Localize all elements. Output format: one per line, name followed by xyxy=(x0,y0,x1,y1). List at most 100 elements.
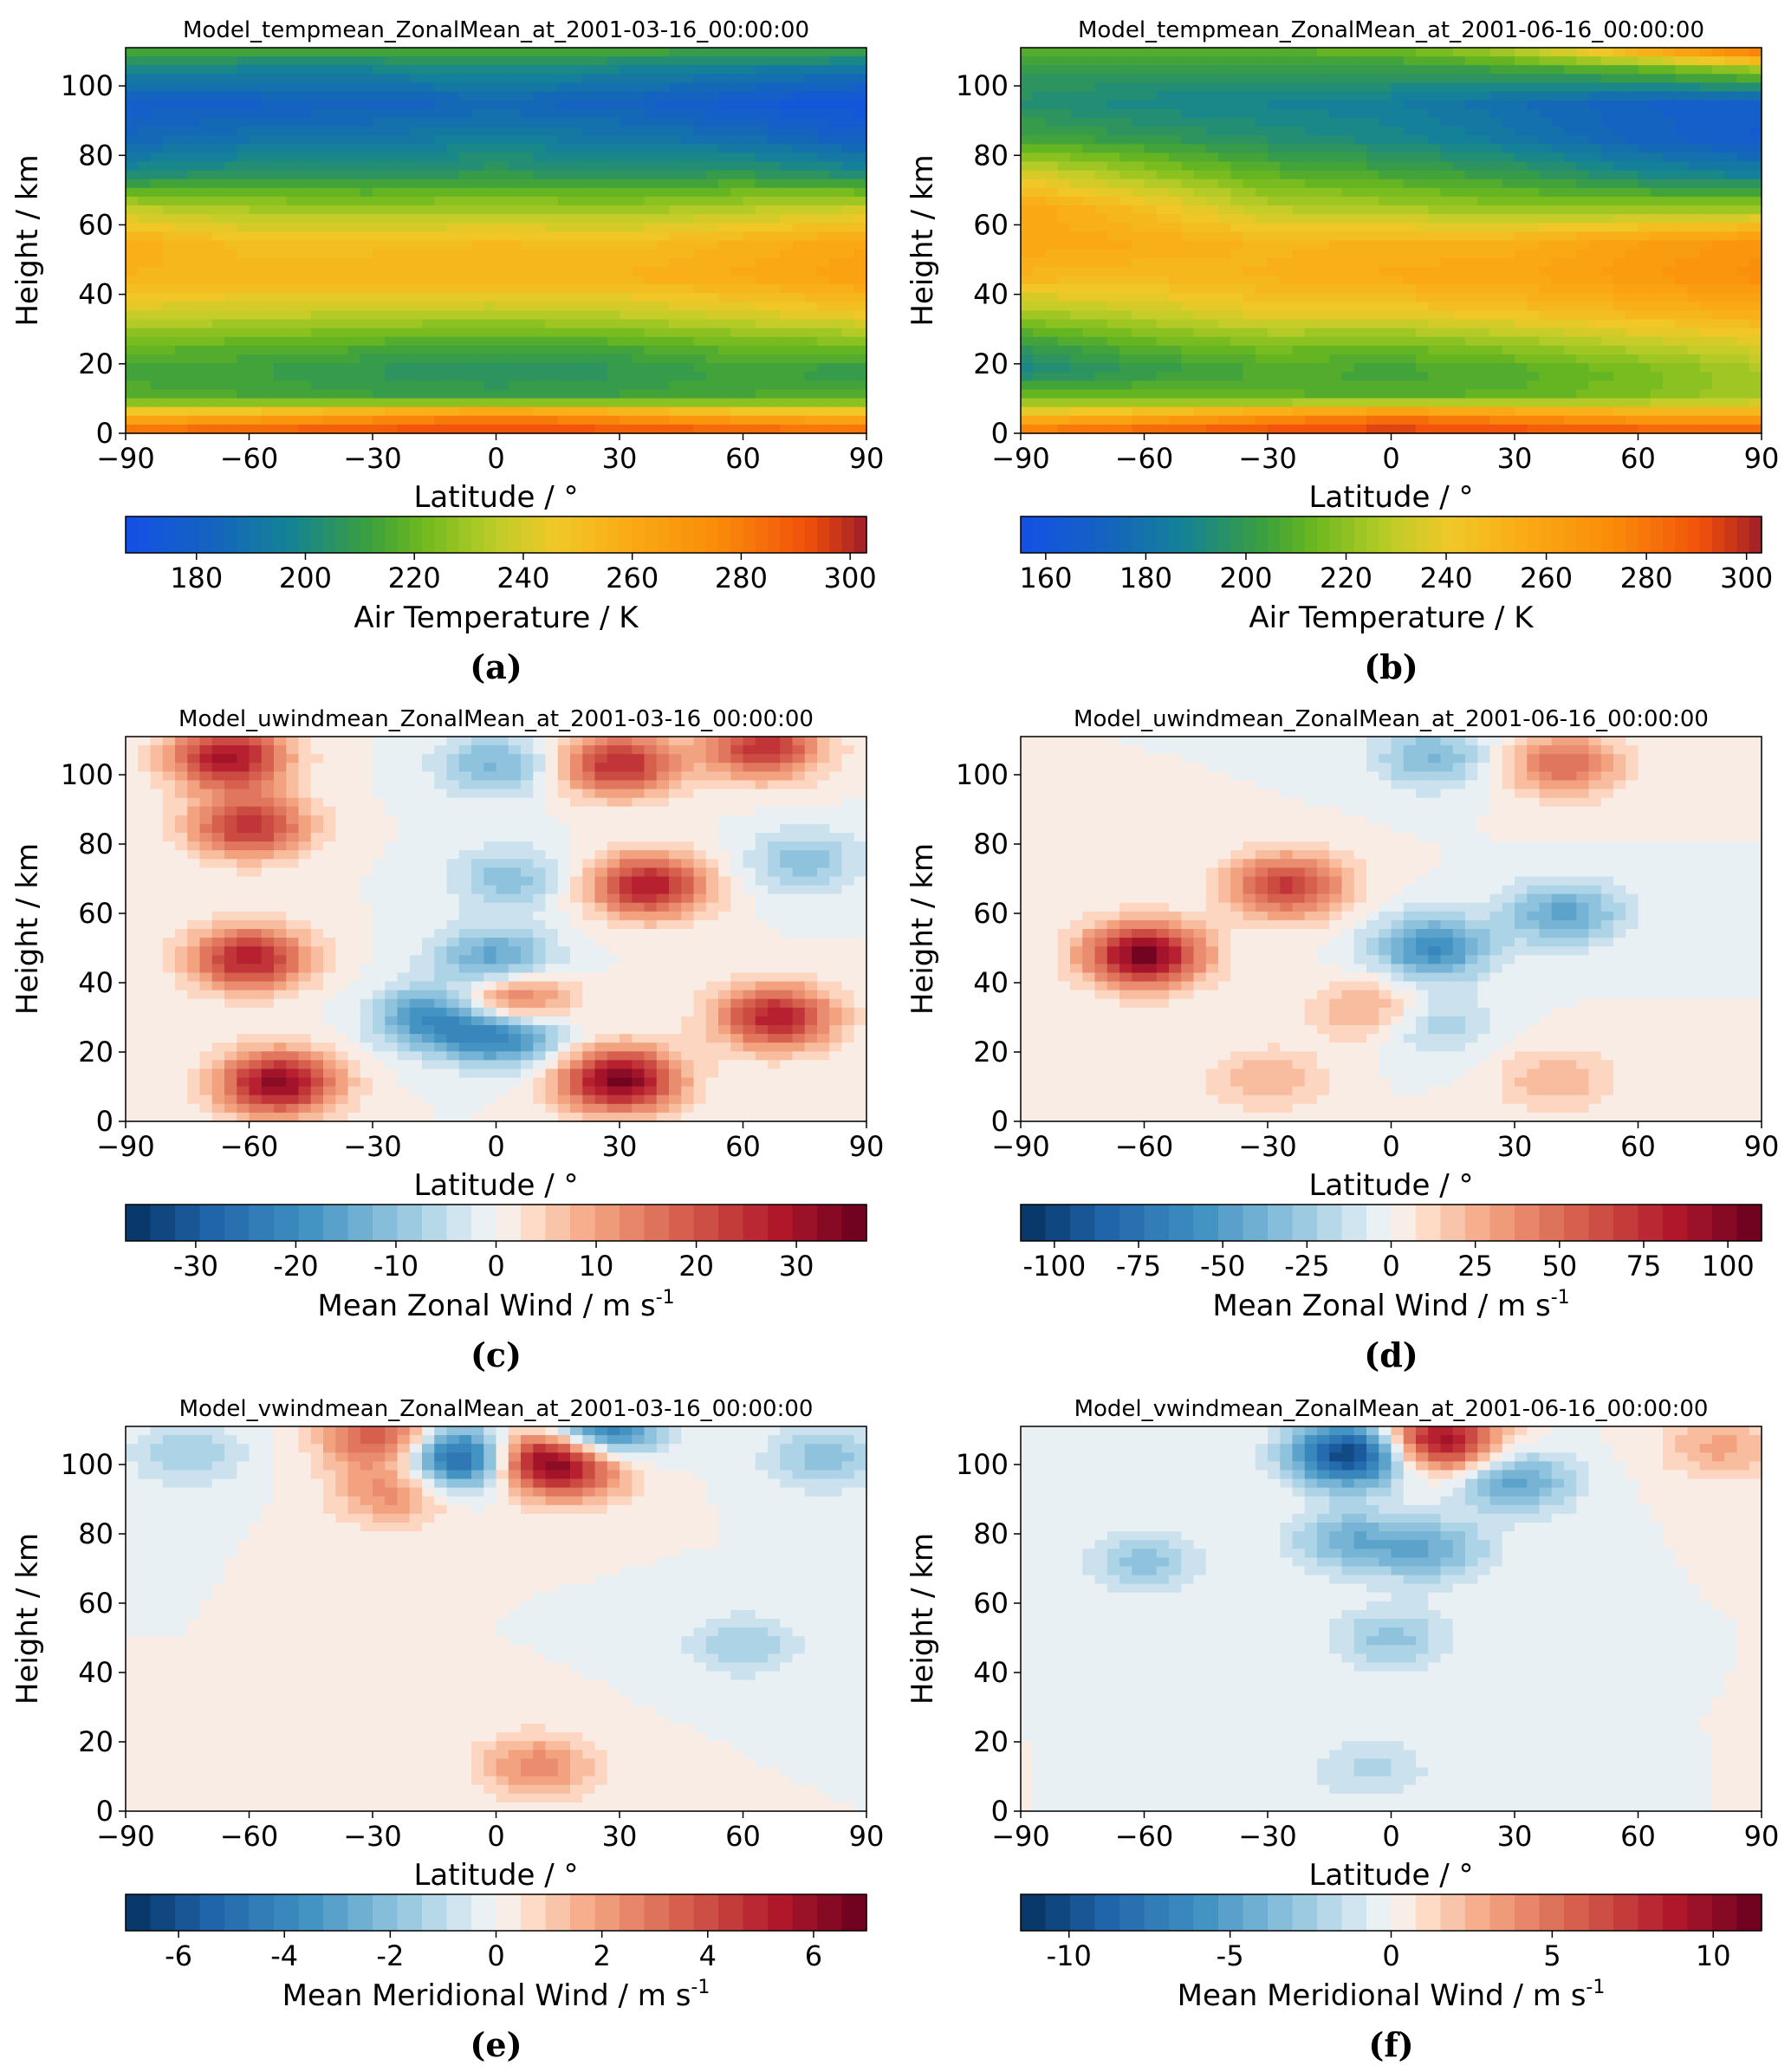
heatmap-cell xyxy=(557,65,571,75)
heatmap-cell xyxy=(211,275,225,285)
heatmap-cell xyxy=(138,354,152,364)
heatmap-cell xyxy=(1749,293,1762,302)
heatmap-cell xyxy=(1551,74,1565,84)
heatmap-cell xyxy=(557,363,571,373)
heatmap-cell xyxy=(187,82,201,93)
heatmap-cell xyxy=(1712,161,1725,172)
heatmap-cell xyxy=(298,372,312,382)
heatmap-cell xyxy=(570,336,583,347)
heatmap-cell xyxy=(620,187,633,198)
heatmap-cell xyxy=(1082,310,1096,321)
heatmap-cell xyxy=(1181,257,1195,268)
heatmap-cell xyxy=(557,249,571,259)
heatmap-cell xyxy=(829,108,843,119)
heatmap-cell xyxy=(1539,363,1553,373)
heatmap-cell xyxy=(458,398,472,408)
heatmap-cell xyxy=(607,170,620,180)
heatmap-cell xyxy=(1255,372,1269,382)
heatmap-cell xyxy=(1403,170,1417,180)
heatmap-cell xyxy=(1477,108,1491,119)
heatmap-cell xyxy=(1205,100,1219,110)
heatmap-cell xyxy=(1181,74,1195,84)
heatmap-cell xyxy=(557,100,571,110)
heatmap-cell xyxy=(434,127,448,136)
heatmap-cell xyxy=(1515,328,1528,338)
heatmap-cell xyxy=(1057,187,1071,198)
heatmap-cell xyxy=(1749,363,1762,373)
heatmap-cell xyxy=(175,223,188,233)
heatmap-cell xyxy=(508,170,522,180)
heatmap-cell xyxy=(298,424,312,434)
heatmap-cell xyxy=(224,205,237,215)
heatmap-cell xyxy=(1021,257,1034,268)
heatmap-cell xyxy=(199,65,213,75)
heatmap-cell xyxy=(1255,170,1269,180)
heatmap-cell xyxy=(310,240,324,250)
heatmap-cell xyxy=(1613,231,1626,242)
heatmap-cell xyxy=(656,406,670,417)
heatmap-cell xyxy=(1132,310,1145,321)
heatmap-cell xyxy=(780,336,794,347)
heatmap-cell xyxy=(1465,284,1478,294)
heatmap-cell xyxy=(1119,144,1132,154)
heatmap-cell xyxy=(1600,214,1614,224)
heatmap-cell xyxy=(1169,223,1182,233)
heatmap-cell xyxy=(409,293,423,302)
heatmap-cell xyxy=(458,127,472,136)
heatmap-cell xyxy=(1564,266,1577,276)
heatmap-cell xyxy=(1292,170,1306,180)
heatmap-cell xyxy=(1255,257,1269,268)
heatmap-cell xyxy=(347,380,361,391)
heatmap-cell xyxy=(126,284,139,294)
heatmap-cell xyxy=(681,257,695,268)
heatmap-cell xyxy=(360,56,373,66)
heatmap-cell xyxy=(347,108,361,119)
heatmap-cell xyxy=(211,48,225,57)
heatmap-cell xyxy=(1699,302,1713,312)
heatmap-cell xyxy=(1724,196,1738,206)
heatmap-cell xyxy=(1515,65,1528,75)
heatmap-cell xyxy=(323,389,336,399)
heatmap-cell xyxy=(1564,223,1577,233)
heatmap-cell xyxy=(1341,214,1355,224)
heatmap-cell xyxy=(1280,214,1294,224)
heatmap-cell xyxy=(817,196,830,206)
heatmap-cell xyxy=(1366,223,1379,233)
heatmap-cell xyxy=(1626,214,1639,224)
heatmap-cell xyxy=(1132,336,1145,347)
heatmap-cell xyxy=(656,319,670,329)
heatmap-cell xyxy=(446,336,460,347)
heatmap-cell xyxy=(1391,100,1405,110)
heatmap-cell xyxy=(1353,336,1367,347)
heatmap-cell xyxy=(1094,302,1108,312)
heatmap-cell xyxy=(705,319,719,329)
heatmap-cell xyxy=(211,187,225,198)
heatmap-cell xyxy=(1452,91,1466,101)
heatmap-cell xyxy=(1687,336,1701,347)
heatmap-cell xyxy=(347,135,361,145)
heatmap-cell xyxy=(730,415,744,425)
heatmap-cell xyxy=(1144,100,1158,110)
heatmap-cell xyxy=(1218,354,1231,364)
heatmap-cell xyxy=(1169,310,1182,321)
heatmap-cell xyxy=(1341,257,1355,268)
heatmap-cell xyxy=(817,153,830,163)
heatmap-cell xyxy=(126,389,139,399)
heatmap-cell xyxy=(274,231,287,242)
heatmap-cell xyxy=(261,424,275,434)
heatmap-cell xyxy=(249,345,263,355)
heatmap-cell xyxy=(705,389,719,399)
heatmap-cell xyxy=(1169,91,1182,101)
heatmap-cell xyxy=(1045,108,1059,119)
heatmap-cell xyxy=(175,257,188,268)
heatmap-cell xyxy=(434,56,448,66)
heatmap-cell xyxy=(1724,266,1738,276)
heatmap-cell xyxy=(274,179,287,189)
heatmap-cell xyxy=(1663,144,1676,154)
heatmap-cell xyxy=(138,415,152,425)
heatmap-cell xyxy=(1576,65,1590,75)
heatmap-cell xyxy=(792,179,806,189)
heatmap-cell xyxy=(780,398,794,408)
heatmap-cell xyxy=(286,196,300,206)
heatmap-cell xyxy=(1353,293,1367,302)
